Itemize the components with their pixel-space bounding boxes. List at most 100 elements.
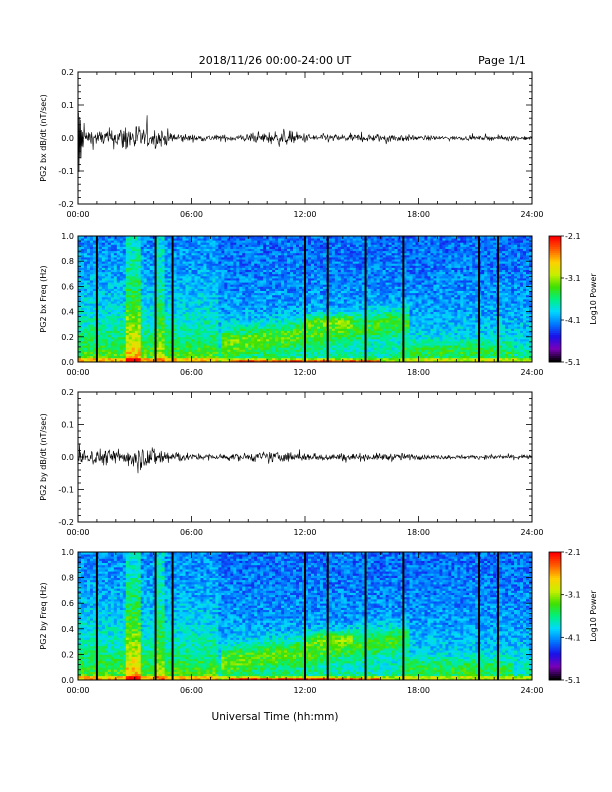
spectrogram-cell xyxy=(113,246,118,249)
spectrogram-cell xyxy=(218,250,222,254)
spectrogram-cell xyxy=(137,288,142,291)
spectrogram-cell xyxy=(98,305,103,308)
spectrogram-cell xyxy=(233,252,237,256)
spectrogram-cell xyxy=(158,271,163,275)
spectrogram-cell xyxy=(125,307,130,310)
spectrogram-cell xyxy=(107,301,112,304)
spectrogram-cell xyxy=(86,334,91,338)
spectrogram-cell xyxy=(155,267,160,270)
spectrogram-cell xyxy=(110,267,115,270)
spectrogram-cell xyxy=(197,250,201,254)
spectrogram-cell xyxy=(164,242,169,245)
spectrogram-cell xyxy=(221,322,225,325)
spectrogram-cell xyxy=(128,351,133,354)
spectrogram-cell xyxy=(188,309,192,312)
spectrogram-cell xyxy=(128,267,133,270)
spectrogram-cell xyxy=(113,334,118,338)
spectrogram-cell xyxy=(158,315,163,319)
spectrogram-cell xyxy=(164,269,169,273)
spectrogram-cell xyxy=(185,248,189,252)
spectrogram-cell xyxy=(83,330,88,333)
spectrogram-cell xyxy=(236,317,240,321)
spectrogram-cell xyxy=(158,263,163,266)
spectrogram-cell xyxy=(134,309,139,312)
spectrogram-cell xyxy=(146,250,151,254)
spectrogram-cell xyxy=(251,261,255,264)
spectrogram-cell xyxy=(131,317,136,321)
spectrogram-cell xyxy=(236,320,240,323)
spectrogram-cell xyxy=(80,324,85,327)
spectrogram-cell xyxy=(131,324,136,327)
spectrogram-cell xyxy=(251,286,255,289)
spectrogram-cell xyxy=(230,315,234,319)
spectrogram-cell xyxy=(110,269,115,273)
spectrogram-cell xyxy=(125,311,130,315)
spectrogram-cell xyxy=(149,303,154,306)
spectrogram-cell xyxy=(182,307,186,310)
spectrogram-cell xyxy=(128,299,133,302)
spectrogram-cell xyxy=(134,359,139,363)
spectrogram-cell xyxy=(185,311,189,315)
spectrogram-cell xyxy=(188,250,192,254)
spectrogram-cell xyxy=(131,351,136,354)
spectrogram-cell xyxy=(185,355,189,359)
spectrogram-cell xyxy=(110,284,115,287)
y-tick-label: 0.1 xyxy=(61,101,74,110)
spectrogram-cell xyxy=(221,278,225,281)
spectrogram-cell xyxy=(236,290,240,294)
spectrogram-cell xyxy=(239,324,243,327)
spectrogram-cell xyxy=(164,278,169,281)
spectrogram-cell xyxy=(185,265,189,268)
spectrogram-cell xyxy=(179,334,183,338)
spectrogram-cell xyxy=(140,313,145,317)
spectrogram-cell xyxy=(92,269,97,273)
spectrogram-cell xyxy=(98,317,103,321)
spectrogram-cell xyxy=(128,336,133,340)
spectrogram-cell xyxy=(176,303,180,306)
spectrogram-cell xyxy=(248,317,252,321)
spectrogram-cell xyxy=(155,303,160,306)
spectrogram-cell xyxy=(78,317,82,321)
spectrogram-cell xyxy=(80,263,85,266)
spectrogram-cell xyxy=(251,359,255,363)
spectrogram-cell xyxy=(218,347,222,350)
spectrogram-cell xyxy=(248,292,252,296)
spectrogram-cell xyxy=(179,252,183,256)
spectrogram-cell xyxy=(218,334,222,338)
spectrogram-cell xyxy=(146,280,151,283)
spectrogram-cell xyxy=(212,307,216,310)
spectrogram-cell xyxy=(86,332,91,336)
spectrogram-cell xyxy=(167,275,171,279)
spectrogram-cell xyxy=(152,345,157,348)
spectrogram-cell xyxy=(188,347,192,350)
spectrogram-cell xyxy=(179,299,183,302)
spectrogram-cell xyxy=(158,284,163,287)
spectrogram-cell xyxy=(209,275,213,279)
spectrogram-cell xyxy=(125,252,130,256)
spectrogram-cell xyxy=(191,265,195,268)
spectrogram-cell xyxy=(119,330,124,333)
spectrogram-cell xyxy=(179,244,183,247)
spectrogram-cell xyxy=(119,326,124,329)
spectrogram-cell xyxy=(236,294,240,298)
spectrogram-cell xyxy=(197,294,201,298)
spectrogram-cell xyxy=(137,265,142,268)
spectrogram-cell xyxy=(242,269,246,273)
spectrogram-cell xyxy=(212,265,216,268)
spectrogram-cell xyxy=(227,353,231,357)
spectrogram-cell xyxy=(185,292,189,296)
spectrogram-cell xyxy=(149,296,154,300)
spectrogram-cell xyxy=(113,275,118,279)
spectrogram-cell xyxy=(188,278,192,281)
spectrogram-cell xyxy=(185,313,189,317)
spectrogram-cell xyxy=(206,267,210,270)
spectrogram-cell xyxy=(161,353,166,357)
spectrogram-cell xyxy=(104,290,109,294)
spectrogram-cell xyxy=(218,282,222,285)
spectrogram-cell xyxy=(107,286,112,289)
spectrogram-cell xyxy=(128,338,133,342)
spectrogram-cell xyxy=(158,309,163,312)
spectrogram-cell xyxy=(245,324,249,327)
spectrogram-cell xyxy=(224,349,228,352)
spectrogram-cell xyxy=(149,240,154,243)
